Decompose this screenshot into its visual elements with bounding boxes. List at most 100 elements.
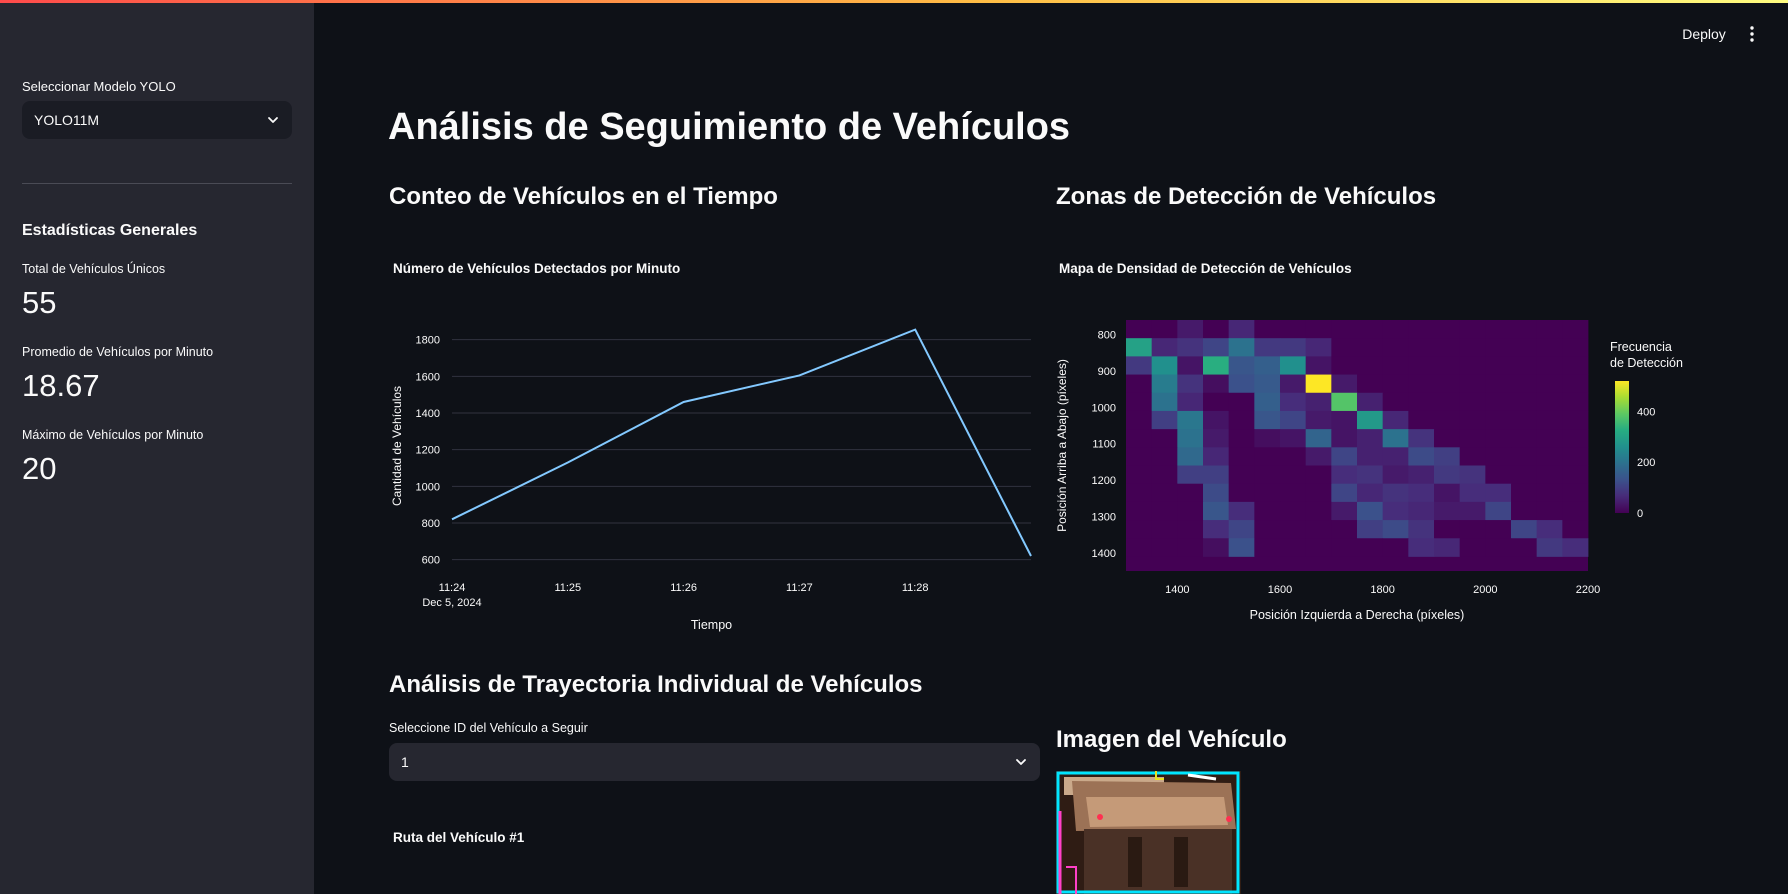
heatmap-cell	[1382, 483, 1409, 503]
heatmap-cell	[1151, 538, 1178, 557]
heatmap-cell	[1459, 356, 1486, 375]
data-point	[913, 328, 917, 332]
heatmap-cell	[1203, 447, 1230, 466]
heatmap-cell	[1254, 338, 1281, 357]
heatmap-cell	[1331, 520, 1358, 539]
heatmap-cell	[1151, 356, 1178, 375]
heatmap-cell	[1511, 447, 1538, 466]
heatmap-cell	[1203, 410, 1230, 430]
heatmap-cell	[1177, 338, 1204, 357]
heatmap-cell	[1177, 356, 1204, 375]
metric-label-max: Máximo de Vehículos por Minuto	[22, 428, 204, 442]
heatmap-cell	[1511, 320, 1538, 339]
sidebar-divider	[22, 183, 292, 184]
y-tick-label: 1000	[416, 481, 440, 493]
y-tick-label: 900	[1098, 366, 1116, 378]
heatmap-cell	[1485, 538, 1512, 557]
heatmap-cell	[1562, 520, 1589, 539]
heatmap-chart[interactable]: 800 900 1000 1100 1200 1300 1400 1400 1600 1800 20…	[1050, 285, 1710, 640]
line-chart[interactable]: 600 800 1000 1200 1400 1600 1800 11:24 11:25 11:2…	[385, 285, 1040, 655]
metric-label-average: Promedio de Vehículos por Minuto	[22, 345, 214, 359]
heatmap-cell	[1305, 374, 1332, 394]
heatmap-cell	[1434, 520, 1461, 539]
heatmap-cell	[1151, 501, 1178, 521]
vehicle-image	[1056, 771, 1241, 894]
heatmap-cell	[1434, 410, 1461, 430]
heatmap-cell	[1228, 429, 1255, 448]
heatmap-cell	[1408, 465, 1435, 485]
heatmap-cell	[1203, 483, 1230, 503]
heatmap-cell	[1536, 483, 1563, 503]
heatmap-cell	[1177, 374, 1204, 394]
heatmap-cell	[1562, 410, 1589, 430]
heatmap-cell	[1228, 538, 1255, 557]
route-title: Ruta del Vehículo #1	[393, 830, 525, 845]
heatmap-cell	[1357, 520, 1384, 539]
deploy-button[interactable]: Deploy	[1682, 26, 1726, 42]
vehicle-id-select-value: 1	[401, 754, 409, 770]
heatmap-cell	[1203, 465, 1230, 485]
heatmap-cell	[1485, 356, 1512, 375]
heatmap-cell	[1357, 501, 1384, 521]
heatmap-cell	[1305, 447, 1332, 466]
colorbar	[1615, 381, 1629, 513]
heatmap-cell	[1536, 338, 1563, 357]
vertical-ellipsis-icon[interactable]	[1744, 24, 1760, 44]
y-tick-label: 1000	[1092, 402, 1116, 414]
heatmap-cell	[1408, 483, 1435, 503]
heatmap-cell	[1511, 410, 1538, 430]
heatmap-cell	[1151, 429, 1178, 448]
heatmap-cell	[1151, 338, 1178, 357]
heatmap-cell	[1254, 320, 1281, 339]
heatmap-cell	[1331, 483, 1358, 503]
colorbar-title-line-1: Frecuencia	[1610, 340, 1672, 354]
heatmap-cell	[1280, 520, 1307, 539]
heatmap-cell	[1485, 429, 1512, 448]
model-select-label: Seleccionar Modelo YOLO	[22, 79, 176, 94]
heatmap-cell	[1126, 501, 1153, 521]
model-select[interactable]: YOLO11M	[22, 101, 292, 139]
heatmap-cell	[1562, 465, 1589, 485]
colorbar-tick-label: 400	[1637, 406, 1655, 418]
y-axis-label: Posición Arriba a Abajo (píxeles)	[1055, 359, 1069, 532]
heatmap-cell	[1228, 501, 1255, 521]
heatmap-cell	[1177, 410, 1204, 430]
heatmap-cell	[1459, 320, 1486, 339]
heatmap-cell	[1254, 429, 1281, 448]
heatmap-cell	[1254, 447, 1281, 466]
heatmap-cell	[1203, 538, 1230, 557]
heatmap-cell	[1331, 374, 1358, 394]
heatmap-cell	[1408, 447, 1435, 466]
heatmap-cell	[1280, 447, 1307, 466]
heatmap-cell	[1126, 338, 1153, 357]
y-tick-label: 600	[422, 555, 440, 567]
heatmap-cell	[1536, 320, 1563, 339]
heatmap-cell	[1203, 356, 1230, 375]
heatmap-cell	[1408, 392, 1435, 412]
heatmap-cell	[1382, 392, 1409, 412]
heatmap-cell	[1280, 429, 1307, 448]
heatmap-cell	[1511, 338, 1538, 357]
heatmap-cell	[1228, 356, 1255, 375]
heatmap-cell	[1382, 465, 1409, 485]
y-tick-label: 1100	[1092, 439, 1116, 451]
line-chart-title: Número de Vehículos Detectados por Minut…	[393, 261, 681, 276]
heatmap-cell	[1280, 374, 1307, 394]
heatmap-cell	[1203, 429, 1230, 448]
vehicle-id-select[interactable]: 1	[389, 743, 1040, 781]
heatmap-cell	[1408, 538, 1435, 557]
heatmap-cell	[1485, 392, 1512, 412]
x-tick-label: 11:28	[902, 582, 929, 594]
heatmap-cell	[1536, 501, 1563, 521]
heatmap-cell	[1459, 501, 1486, 521]
heatmap-cell	[1459, 447, 1486, 466]
heatmap-cell	[1228, 392, 1255, 412]
sidebar	[0, 3, 314, 894]
heatmap-cell	[1459, 374, 1486, 394]
heatmap-cell	[1305, 410, 1332, 430]
metric-value-average: 18.67	[22, 368, 100, 403]
heatmap-cell	[1254, 374, 1281, 394]
data-point	[566, 461, 570, 465]
heatmap-cell	[1357, 447, 1384, 466]
heatmap-cell	[1485, 320, 1512, 339]
